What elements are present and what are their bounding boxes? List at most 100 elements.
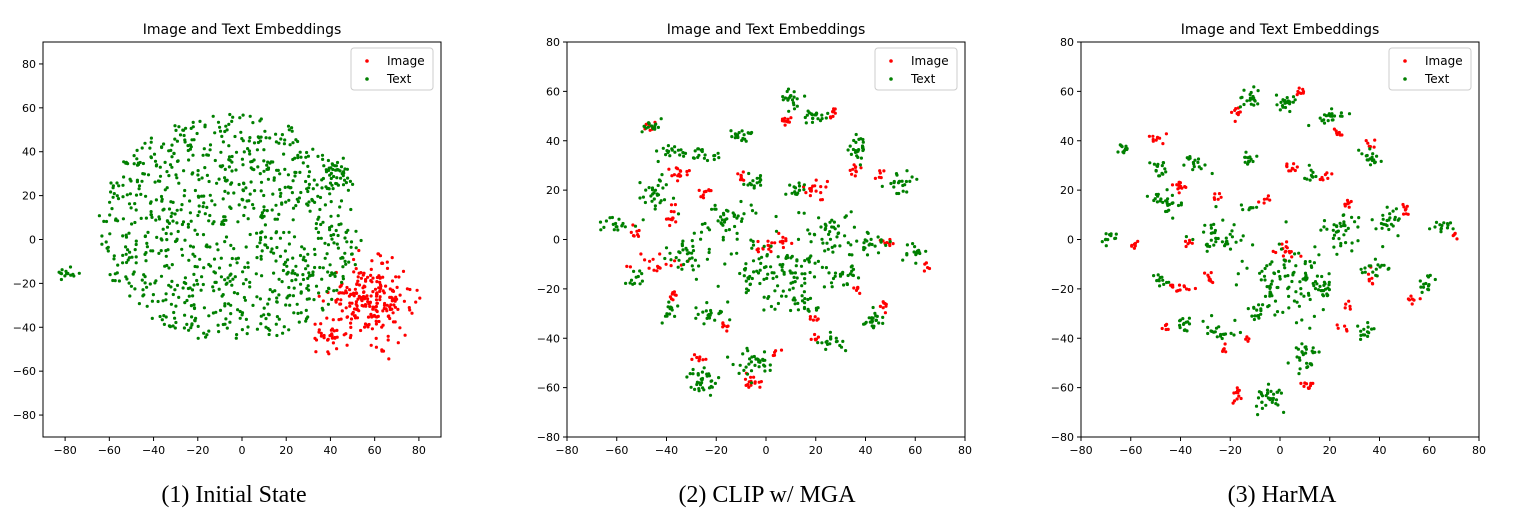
scatter-point <box>165 225 170 229</box>
scatter-point <box>876 251 881 255</box>
scatter-point <box>363 285 367 289</box>
scatter-point <box>867 243 871 247</box>
scatter-point <box>161 227 165 231</box>
scatter-point <box>255 327 259 331</box>
scatter-point <box>1359 337 1363 341</box>
scatter-point <box>669 209 673 214</box>
scatter-point <box>288 186 292 190</box>
scatter-point <box>263 223 267 227</box>
scatter-point <box>762 244 766 248</box>
scatter-point <box>706 226 710 230</box>
scatter-point <box>213 280 217 284</box>
scatter-point <box>193 254 197 258</box>
scatter-point <box>354 267 358 271</box>
scatter-point <box>752 375 756 379</box>
scatter-point <box>1245 99 1249 103</box>
scatter-point <box>1269 389 1273 393</box>
scatter-point <box>314 222 318 226</box>
scatter-point <box>739 199 743 204</box>
scatter-point <box>1203 223 1207 227</box>
scatter-point <box>173 124 177 128</box>
scatter-point <box>821 241 825 245</box>
scatter-point <box>260 249 264 253</box>
scatter-point <box>770 241 774 245</box>
scatter-point <box>102 219 106 223</box>
scatter-point <box>1339 224 1343 228</box>
scatter-point <box>752 270 756 274</box>
scatter-point <box>710 385 714 389</box>
scatter-point <box>765 254 769 258</box>
scatter-point <box>752 186 756 190</box>
scatter-point <box>647 186 651 190</box>
scatter-point <box>390 256 394 260</box>
y-tick-label: −60 <box>537 382 560 395</box>
scatter-point <box>374 304 378 309</box>
scatter-point <box>1274 402 1278 406</box>
scatter-point <box>274 322 278 326</box>
scatter-point <box>185 322 189 326</box>
scatter-point <box>759 261 763 265</box>
scatter-point <box>726 355 730 359</box>
scatter-point <box>356 279 360 283</box>
scatter-point <box>1241 208 1245 212</box>
scatter-point <box>1299 381 1303 385</box>
scatter-point <box>653 124 657 128</box>
scatter-point <box>375 275 379 280</box>
scatter-point <box>687 251 691 255</box>
scatter-point <box>858 291 862 295</box>
scatter-point <box>292 235 297 239</box>
scatter-point <box>187 294 191 298</box>
scatter-point <box>347 260 351 264</box>
scatter-point <box>1301 353 1305 357</box>
scatter-point <box>1343 306 1347 310</box>
scatter-point <box>405 287 409 291</box>
scatter-point <box>1401 202 1405 207</box>
scatter-point <box>1266 382 1271 386</box>
scatter-point <box>829 335 833 339</box>
scatter-point <box>207 219 211 223</box>
scatter-point <box>641 195 646 199</box>
scatter-point <box>1339 111 1343 115</box>
scatter-point <box>1221 218 1225 222</box>
scatter-point <box>390 297 394 301</box>
scatter-point <box>765 276 769 280</box>
scatter-point <box>1209 329 1213 333</box>
scatter-point <box>749 183 754 187</box>
scatter-point <box>140 146 144 150</box>
scatter-point <box>800 272 804 276</box>
scatter-point <box>1283 266 1287 270</box>
scatter-point <box>1284 245 1288 249</box>
scatter-point <box>1363 266 1367 270</box>
scatter-point <box>1145 194 1149 198</box>
scatter-point <box>345 240 349 244</box>
scatter-point <box>1271 249 1275 253</box>
scatter-point <box>348 288 352 292</box>
scatter-point <box>754 211 758 215</box>
scatter-point <box>1293 252 1297 256</box>
scatter-point <box>804 191 808 195</box>
scatter-point <box>780 294 784 298</box>
scatter-point <box>838 244 842 248</box>
scatter-point <box>351 182 355 186</box>
scatter-point <box>819 225 823 229</box>
scatter-point <box>740 217 744 221</box>
scatter-point <box>282 230 286 235</box>
scatter-point <box>217 330 221 334</box>
scatter-point <box>164 231 168 236</box>
scatter-point <box>610 215 615 220</box>
scatter-point <box>791 298 795 302</box>
scatter-point <box>200 176 204 180</box>
scatter-point <box>1268 285 1272 289</box>
scatter-point <box>115 194 119 198</box>
scatter-point <box>175 283 180 287</box>
scatter-point <box>288 303 292 307</box>
scatter-point <box>720 222 724 226</box>
scatter-point <box>243 265 247 269</box>
scatter-point <box>1387 218 1391 222</box>
scatter-point <box>121 183 125 187</box>
scatter-point <box>268 136 272 140</box>
scatter-point <box>1346 226 1350 230</box>
scatter-point <box>282 152 286 156</box>
scatter-point <box>781 95 785 99</box>
scatter-point <box>827 271 831 275</box>
